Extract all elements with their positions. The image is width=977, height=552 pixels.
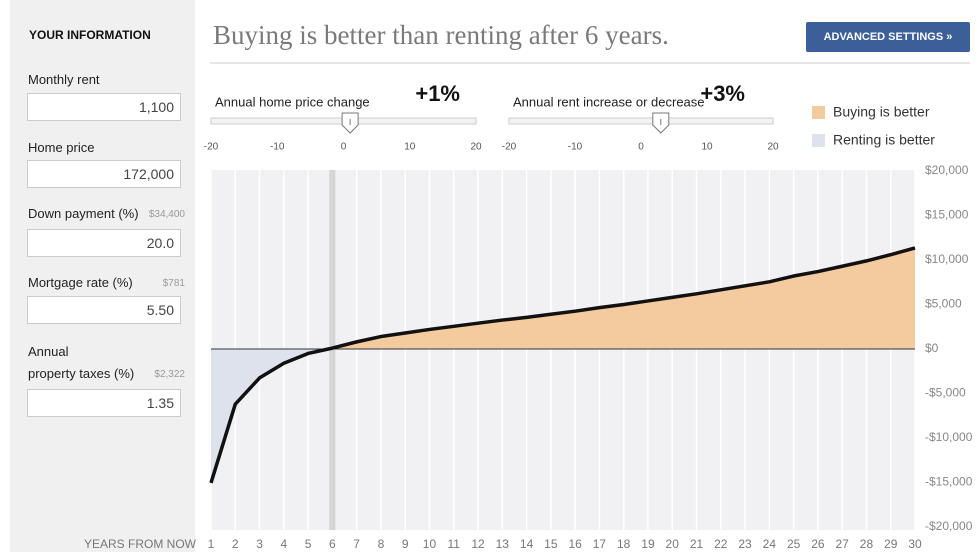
x-tick-label: 1	[208, 537, 215, 551]
x-tick-label: 30	[908, 537, 922, 551]
x-tick-label: 6	[329, 537, 336, 551]
x-tick-label: 5	[305, 537, 312, 551]
legend-label: Renting is better	[833, 132, 935, 148]
slider-tick-label: 0	[638, 142, 644, 153]
y-tick-label: -$10,000	[925, 430, 973, 444]
x-tick-label: 17	[593, 537, 607, 551]
x-tick-label: 19	[641, 537, 655, 551]
x-tick-label: 9	[402, 537, 409, 551]
slider-label: Annual rent increase or decrease	[513, 94, 705, 109]
x-tick-label: 2	[232, 537, 239, 551]
x-tick-label: 29	[884, 537, 898, 551]
slider-label: Annual home price change	[215, 94, 370, 109]
slider-tick-label: 10	[404, 142, 416, 153]
field-input[interactable]: 5.50	[27, 296, 181, 324]
field-input[interactable]: 1,100	[27, 93, 181, 121]
field-input[interactable]: 20.0	[27, 229, 181, 257]
field-label: Mortgage rate (%)	[28, 275, 133, 290]
slider-tick-label: -10	[568, 142, 583, 153]
field-label: Monthly rent	[28, 72, 100, 87]
area-renting-better	[211, 349, 915, 483]
sidebar: YOUR INFORMATION Monthly rent 1,100 Home p…	[10, 0, 195, 552]
line	[209, 246, 916, 484]
x-tick-label: 18	[617, 537, 631, 551]
field-input[interactable]: 172,000	[27, 160, 181, 188]
y-tick-label: $0	[925, 341, 939, 355]
y-tick-label: $10,000	[925, 252, 969, 266]
x-tick-label: 12	[471, 537, 485, 551]
x-tick-label: 15	[544, 537, 558, 551]
x-axis-label: YEARS FROM NOW	[84, 537, 197, 551]
slider-tick-label: 20	[470, 142, 482, 153]
x-tick-label: 3	[256, 537, 263, 551]
field-label: Annual property taxes (%)	[28, 344, 135, 381]
x-tick-label: 7	[353, 537, 360, 551]
advanced-settings-button[interactable]	[806, 22, 970, 52]
page-title: Buying is better than renting after 6 ye…	[213, 20, 669, 50]
legend-label: Buying is better	[833, 104, 930, 120]
field-input[interactable]: 1.35	[27, 389, 181, 417]
x-tick-label: 28	[860, 537, 874, 551]
field-label: Home price	[28, 140, 95, 155]
y-tick-label: -$20,000	[925, 519, 973, 533]
slider-tick-label: -10	[270, 142, 285, 153]
legend-swatch	[812, 134, 825, 147]
x-tick-label: 26	[811, 537, 825, 551]
slider-tick-label: 10	[701, 142, 713, 153]
y-tick-label: $5,000	[925, 297, 962, 311]
x-tick-label: 27	[835, 537, 849, 551]
slider-tick-label: -20	[502, 142, 517, 153]
legend-swatch	[812, 106, 825, 119]
slider-value: +1%	[415, 81, 460, 106]
x-tick-label: 21	[690, 537, 704, 551]
field-note: $781	[162, 278, 185, 289]
x-tick-label: 24	[763, 537, 777, 551]
x-tick-label: 10	[423, 537, 437, 551]
break-even-marker	[329, 170, 336, 530]
y-tick-label: $20,000	[925, 163, 969, 177]
x-tick-label: 11	[448, 537, 461, 551]
y-tick-label: $15,000	[925, 208, 969, 222]
slider-track	[508, 117, 774, 125]
area-buying-better	[211, 247, 915, 349]
slider-value: +3%	[700, 81, 745, 106]
y-tick-label: -$15,000	[925, 475, 973, 489]
slider-tick-label: -20	[204, 142, 219, 153]
x-tick-label: 13	[496, 537, 510, 551]
button-label[interactable]: ADVANCED SETTINGS »	[824, 31, 953, 43]
x-tick-label: 22	[714, 537, 728, 551]
sidebar-title: YOUR INFORMATION	[29, 28, 151, 42]
field-note: $34,400	[148, 209, 185, 220]
x-tick-label: 23	[738, 537, 752, 551]
x-tick-label: 14	[520, 537, 534, 551]
x-tick-label: 20	[666, 537, 680, 551]
x-tick-label: 25	[787, 537, 801, 551]
slider-tick-label: 0	[341, 142, 347, 153]
field-label: Down payment (%)	[28, 206, 139, 221]
x-tick-label: 8	[378, 537, 385, 551]
y-tick-label: -$5,000	[925, 386, 966, 400]
slider-tick-label: 20	[767, 142, 779, 153]
x-tick-label: 4	[280, 537, 287, 551]
x-tick-label: 16	[568, 537, 582, 551]
field-note: $2,322	[154, 369, 185, 380]
